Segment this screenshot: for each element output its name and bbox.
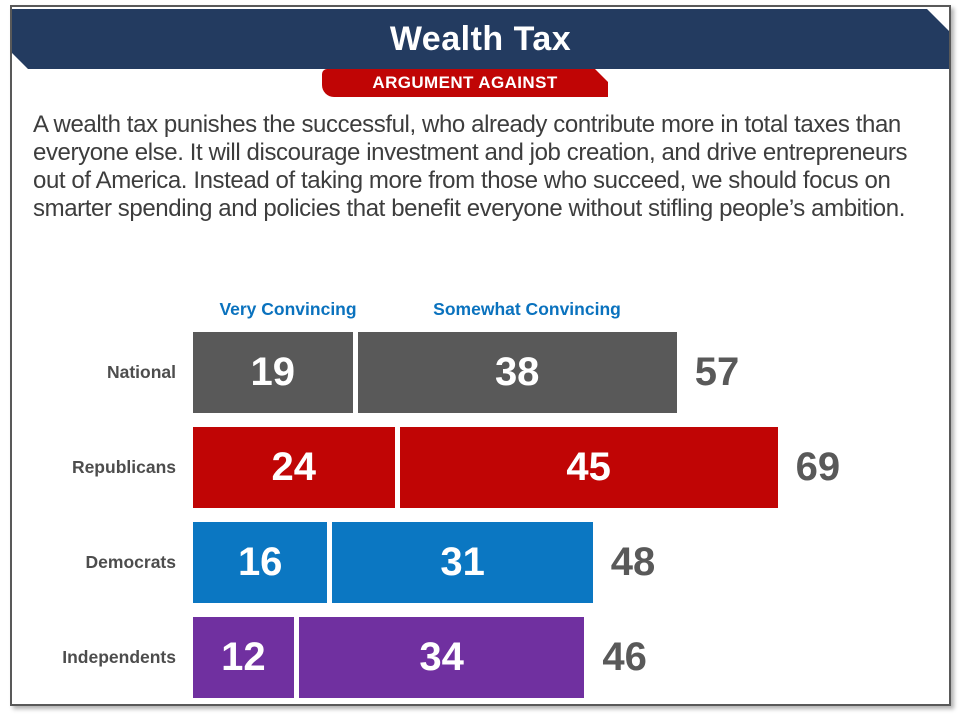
bar-segment-somewhat: 31 bbox=[332, 522, 593, 603]
chart-row-democrats: Democrats 16 31 48 bbox=[12, 522, 949, 603]
row-label: Independents bbox=[62, 647, 176, 667]
row-total: 48 bbox=[610, 540, 656, 584]
bar-segment-very: 12 bbox=[193, 617, 294, 698]
row-total: 69 bbox=[795, 445, 841, 489]
row-total: 57 bbox=[694, 350, 740, 394]
row-label: Democrats bbox=[85, 552, 176, 572]
argument-against-badge: ARGUMENT AGAINST bbox=[322, 69, 608, 97]
row-label: Republicans bbox=[71, 457, 176, 477]
bar-segment-very: 24 bbox=[193, 427, 395, 508]
argument-against-label: ARGUMENT AGAINST bbox=[372, 73, 558, 92]
bar-segment-somewhat: 34 bbox=[298, 617, 585, 698]
chart-row-national: National 19 38 57 bbox=[12, 332, 949, 413]
argument-paragraph: A wealth tax punishes the successful, wh… bbox=[33, 111, 908, 222]
legend-somewhat-convincing: Somewhat Convincing bbox=[433, 299, 621, 319]
header-bar: Wealth Tax bbox=[12, 9, 949, 69]
bar-segment-somewhat: 45 bbox=[399, 427, 778, 508]
chart-row-republicans: Republicans 24 45 69 bbox=[12, 427, 949, 508]
row-total: 46 bbox=[602, 635, 647, 679]
chart-row-independents: Independents 12 34 46 bbox=[12, 617, 949, 698]
page-title: Wealth Tax bbox=[389, 19, 572, 58]
slide: Wealth Tax ARGUMENT AGAINST A wealth tax… bbox=[10, 5, 951, 706]
bar-segment-very: 19 bbox=[193, 332, 353, 413]
row-label: National bbox=[106, 362, 176, 382]
bar-segment-very: 16 bbox=[193, 522, 328, 603]
bar-segment-somewhat: 38 bbox=[357, 332, 677, 413]
legend-very-convincing: Very Convincing bbox=[219, 299, 357, 319]
